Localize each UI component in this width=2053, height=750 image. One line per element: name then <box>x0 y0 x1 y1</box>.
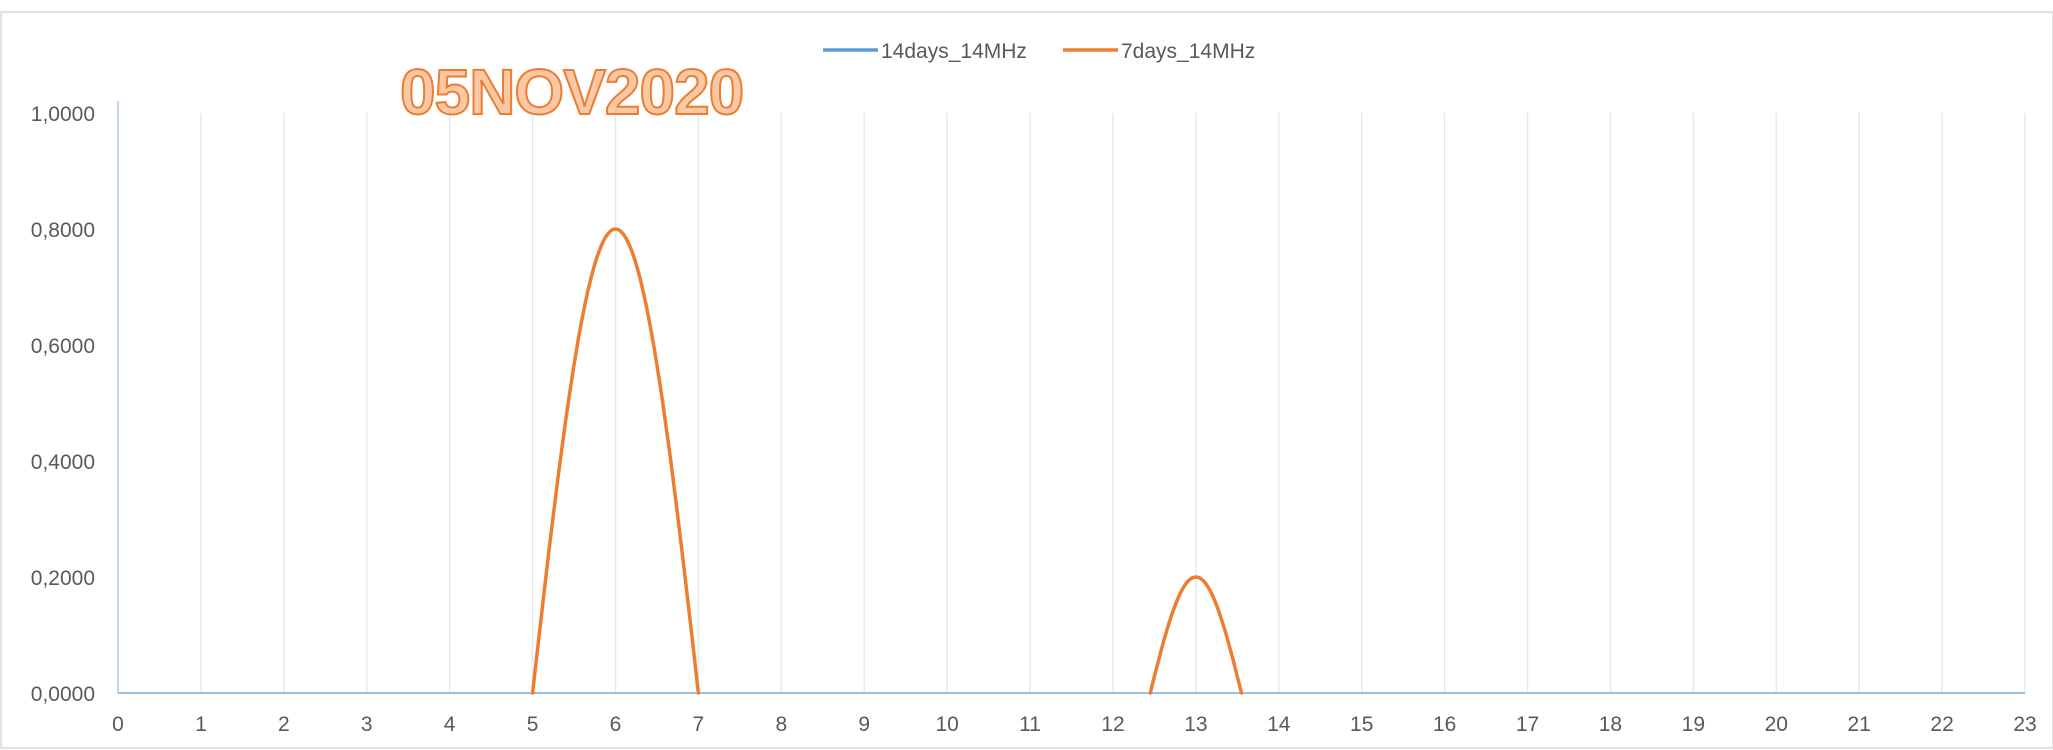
y-tick-label: 0,8000 <box>31 219 95 242</box>
y-tick-label: 0,4000 <box>31 451 95 474</box>
x-tick-label: 17 <box>1516 713 1539 736</box>
y-tick-label: 0,2000 <box>31 567 95 590</box>
x-tick-label: 5 <box>527 713 539 736</box>
x-tick-label: 9 <box>858 713 870 736</box>
x-tick-label: 6 <box>610 713 622 736</box>
x-tick-label: 10 <box>935 713 958 736</box>
y-tick-label: 0,0000 <box>31 683 95 706</box>
x-tick-label: 3 <box>361 713 373 736</box>
x-tick-label: 22 <box>1930 713 1953 736</box>
x-tick-label: 20 <box>1765 713 1788 736</box>
x-tick-label: 21 <box>1847 713 1870 736</box>
x-tick-label: 0 <box>112 713 124 736</box>
x-tick-label: 2 <box>278 713 290 736</box>
x-tick-label: 1 <box>195 713 207 736</box>
chart-title: 05NOV2020 <box>400 56 743 128</box>
chart-border <box>1 12 2053 748</box>
y-tick-label: 1,0000 <box>31 103 95 126</box>
x-tick-label: 8 <box>775 713 787 736</box>
x-tick-label: 4 <box>444 713 456 736</box>
x-tick-label: 19 <box>1682 713 1705 736</box>
x-tick-label: 15 <box>1350 713 1373 736</box>
x-tick-label: 14 <box>1267 713 1291 736</box>
x-tick-label: 7 <box>693 713 705 736</box>
y-tick-label: 0,6000 <box>31 335 95 358</box>
x-tick-label: 16 <box>1433 713 1456 736</box>
x-tick-label: 23 <box>2013 713 2036 736</box>
x-tick-label: 13 <box>1184 713 1207 736</box>
legend-label: 14days_14MHz <box>881 40 1027 63</box>
x-tick-label: 12 <box>1101 713 1124 736</box>
x-tick-label: 11 <box>1019 713 1041 736</box>
x-tick-label: 18 <box>1599 713 1622 736</box>
legend-label: 7days_14MHz <box>1121 40 1255 63</box>
